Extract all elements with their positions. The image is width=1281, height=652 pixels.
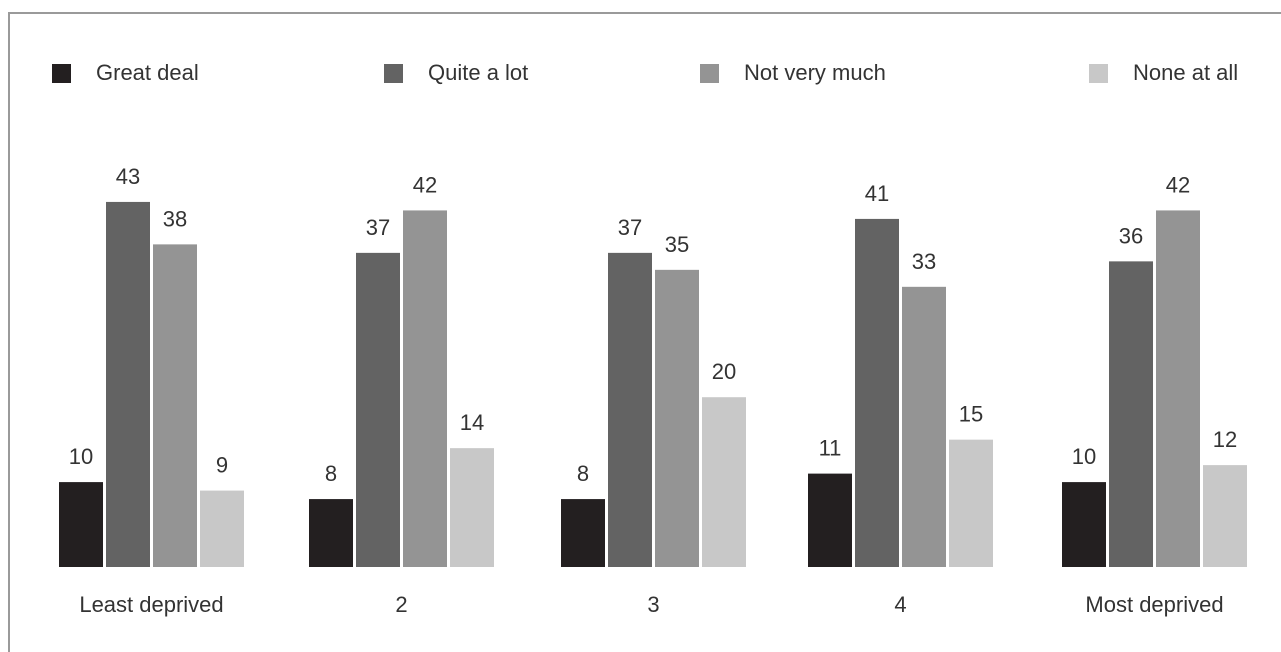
category-label: Most deprived bbox=[1085, 592, 1223, 617]
data-label: 37 bbox=[618, 215, 642, 240]
bar-3-great-deal bbox=[561, 499, 605, 567]
data-label: 11 bbox=[819, 436, 842, 461]
category-label: 3 bbox=[647, 592, 659, 617]
bar-4-great-deal bbox=[808, 473, 852, 567]
data-label: 9 bbox=[216, 453, 228, 478]
category-label: Least deprived bbox=[79, 592, 223, 617]
bar-4-none-at-all bbox=[949, 439, 993, 567]
data-label: 12 bbox=[1213, 427, 1237, 452]
bar-2-quite-a-lot bbox=[356, 252, 400, 567]
data-label: 8 bbox=[325, 461, 337, 486]
data-label: 33 bbox=[912, 249, 936, 274]
bar-least-deprived-none-at-all bbox=[200, 490, 244, 567]
bar-least-deprived-not-very-much bbox=[153, 244, 197, 567]
data-label: 37 bbox=[366, 215, 390, 240]
bar-3-not-very-much bbox=[655, 269, 699, 567]
data-label: 36 bbox=[1119, 223, 1143, 248]
legend-label: None at all bbox=[1133, 60, 1239, 85]
bar-most-deprived-not-very-much bbox=[1156, 210, 1200, 568]
legend-label: Quite a lot bbox=[428, 60, 529, 85]
legend-item-not-very-much: Not very much bbox=[700, 60, 886, 85]
bar-4-not-very-much bbox=[902, 286, 946, 567]
legend-item-great-deal: Great deal bbox=[52, 60, 199, 85]
legend-swatch-none-at-all bbox=[1089, 63, 1108, 83]
category-label: 2 bbox=[395, 592, 407, 617]
bar-least-deprived-quite-a-lot bbox=[106, 201, 150, 567]
bar-2-not-very-much bbox=[403, 210, 447, 568]
bar-most-deprived-great-deal bbox=[1062, 482, 1106, 567]
data-label: 42 bbox=[1166, 172, 1190, 197]
bar-3-quite-a-lot bbox=[608, 252, 652, 567]
data-label: 8 bbox=[577, 461, 589, 486]
bar-2-none-at-all bbox=[450, 448, 494, 567]
bar-4-quite-a-lot bbox=[855, 218, 899, 567]
legend-label: Great deal bbox=[96, 60, 199, 85]
data-label: 41 bbox=[865, 181, 889, 206]
bar-2-great-deal bbox=[309, 499, 353, 567]
data-label: 10 bbox=[69, 444, 93, 469]
bar-3-none-at-all bbox=[702, 397, 746, 567]
data-label: 15 bbox=[959, 402, 983, 427]
legend-swatch-not-very-much bbox=[700, 63, 719, 83]
legend-label: Not very much bbox=[744, 60, 886, 85]
legend-swatch-quite-a-lot bbox=[384, 63, 403, 83]
data-label: 10 bbox=[1072, 444, 1096, 469]
chart-frame bbox=[8, 12, 1281, 652]
data-label: 20 bbox=[712, 359, 736, 384]
legend-item-none-at-all: None at all bbox=[1089, 60, 1239, 85]
data-label: 43 bbox=[116, 164, 140, 189]
category-label: 4 bbox=[894, 592, 906, 617]
data-label: 42 bbox=[413, 172, 437, 197]
bar-most-deprived-quite-a-lot bbox=[1109, 261, 1153, 567]
legend-item-quite-a-lot: Quite a lot bbox=[384, 60, 529, 85]
bar-most-deprived-none-at-all bbox=[1203, 465, 1247, 567]
data-label: 38 bbox=[163, 206, 187, 231]
bar-least-deprived-great-deal bbox=[59, 482, 103, 567]
data-label: 35 bbox=[665, 232, 689, 257]
data-label: 14 bbox=[460, 410, 484, 435]
legend-swatch-great-deal bbox=[52, 63, 71, 83]
